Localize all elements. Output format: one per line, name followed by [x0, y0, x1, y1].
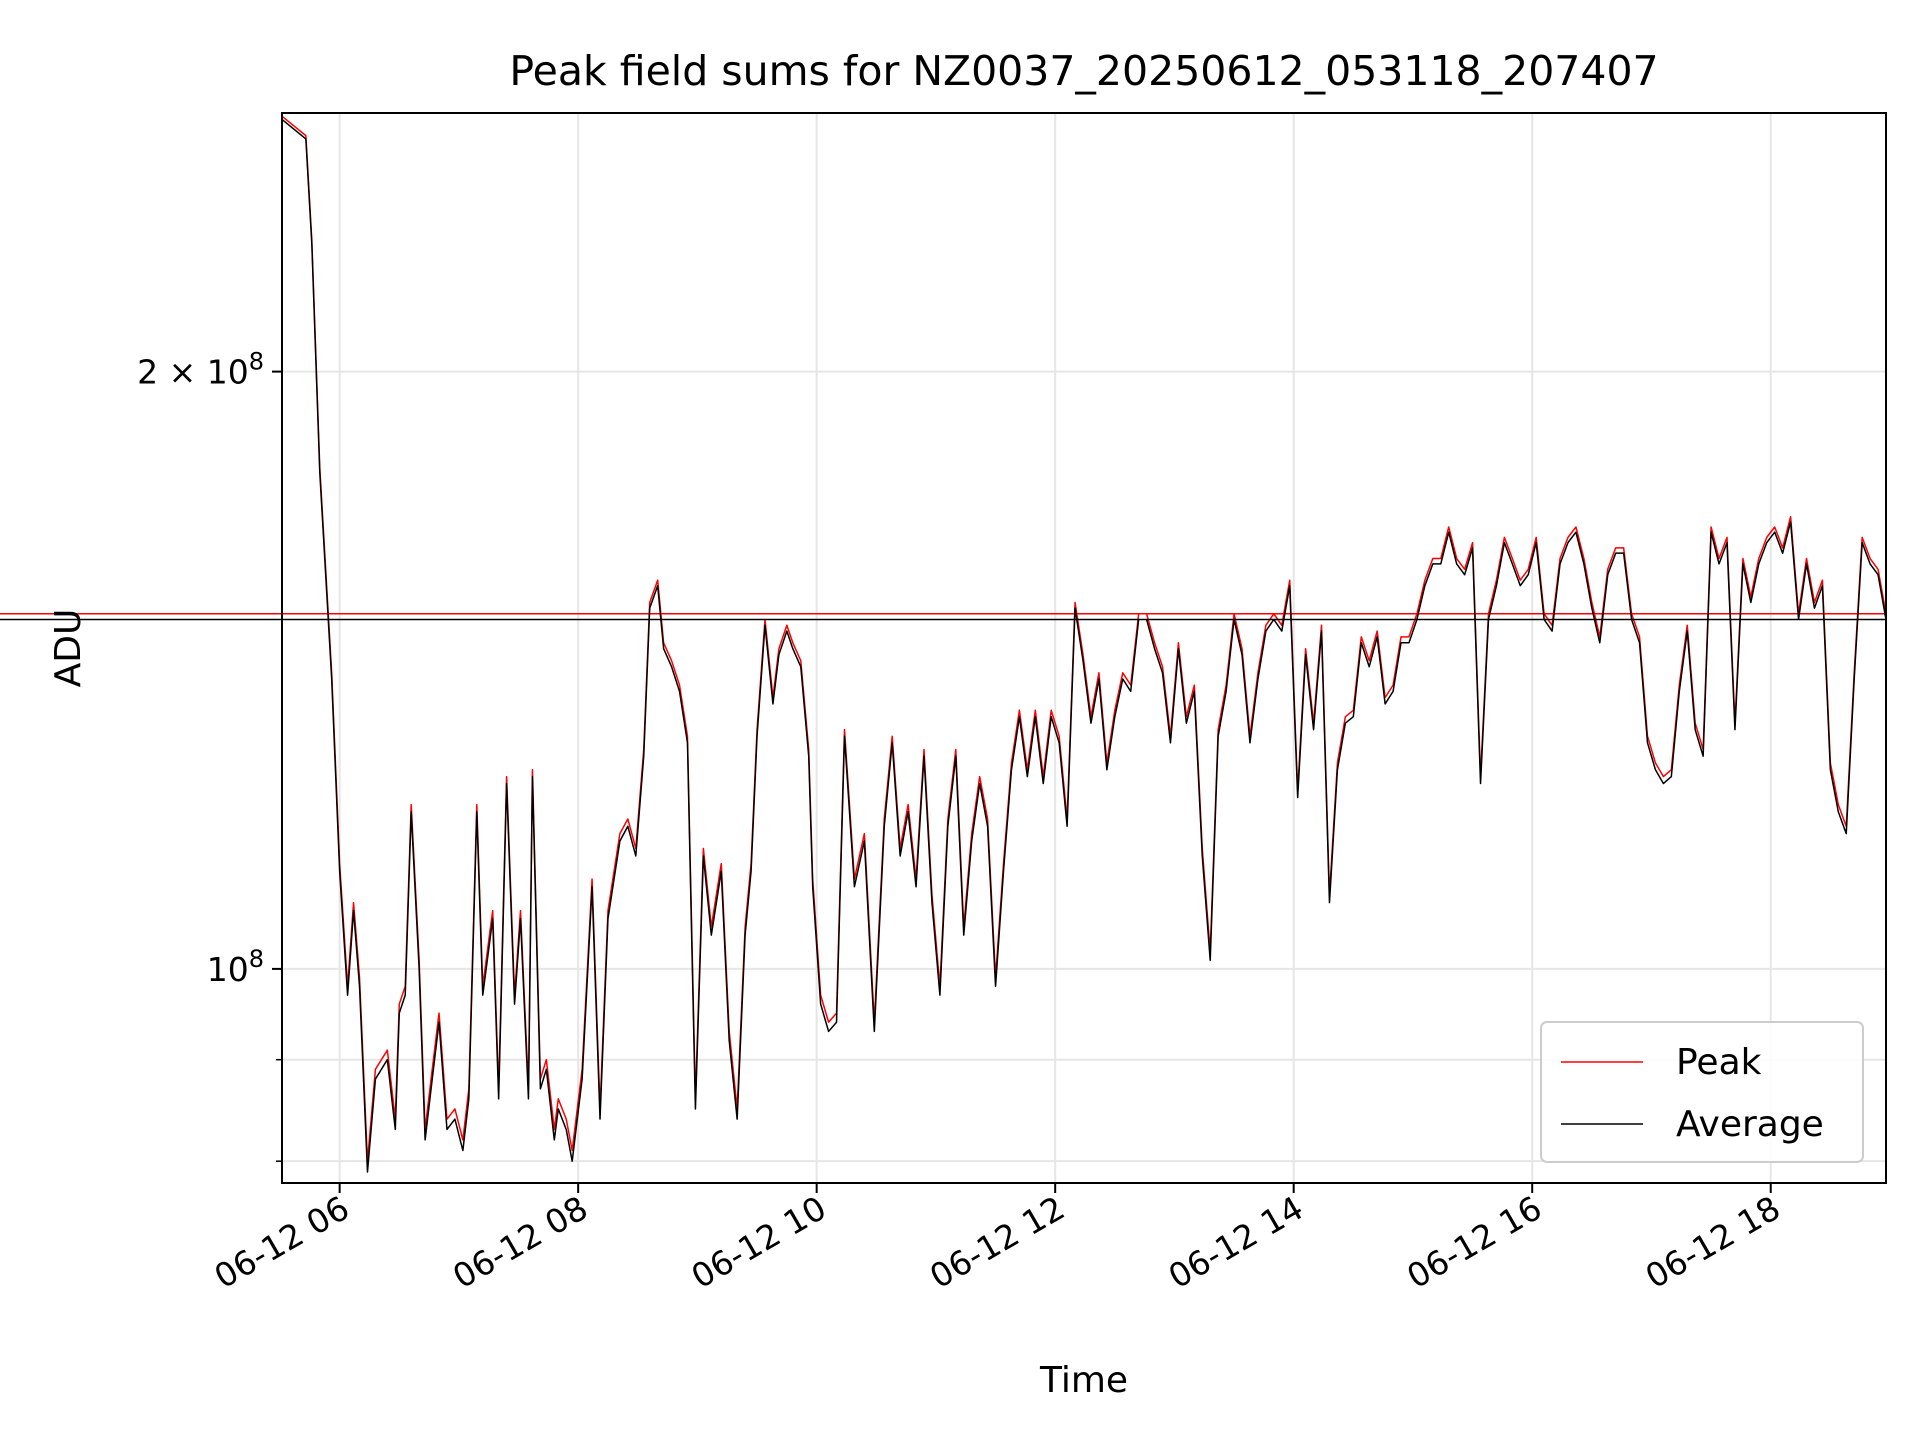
chart-title: Peak field sums for NZ0037_20250612_0531…	[509, 47, 1658, 95]
legend: Peak Average	[1540, 1021, 1864, 1163]
legend-peak-label: Peak	[1676, 1042, 1762, 1083]
x-axis-label: Time	[1039, 1360, 1128, 1401]
legend-box	[1540, 1021, 1864, 1163]
y-tick-label: 2 × 108	[137, 348, 264, 392]
y-axis-label: ADU	[48, 609, 89, 688]
y-axis-ticks: 108 2 × 108	[137, 348, 282, 1162]
y-tick-label: 108	[207, 945, 264, 989]
plot-frame	[281, 112, 1887, 1184]
legend-average-label: Average	[1676, 1104, 1824, 1145]
